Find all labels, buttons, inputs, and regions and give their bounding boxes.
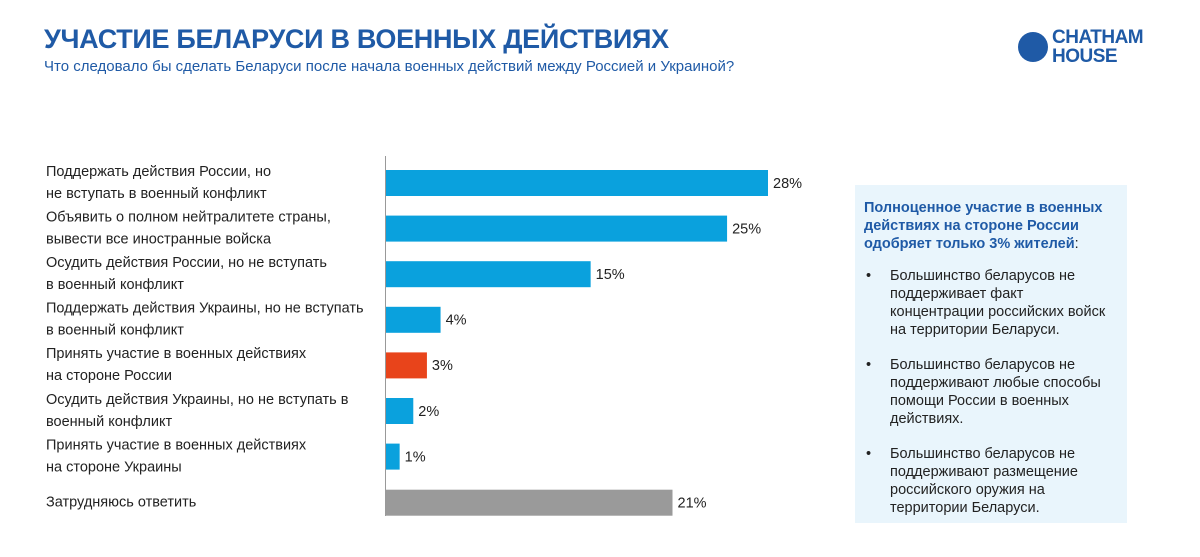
note-title-suffix: :: [1074, 236, 1079, 252]
category-label: на стороне России: [46, 368, 172, 384]
subtitle: Что следовало бы сделать Беларуси после …: [44, 58, 735, 75]
value-label: 3%: [432, 358, 453, 374]
value-label: 28%: [773, 176, 802, 192]
value-label: 15%: [596, 267, 625, 283]
category-label: Осудить действия России, но не вступать: [46, 255, 327, 271]
value-label: 1%: [405, 449, 426, 465]
note-list: Большинство беларусов не поддерживает фа…: [864, 267, 1115, 517]
value-label: 25%: [732, 221, 761, 237]
category-label: Принять участие в военных действиях: [46, 346, 307, 362]
category-label: на стороне Украины: [46, 459, 182, 475]
logo-line: HOUSE: [1052, 46, 1118, 67]
note-title: Полноценное участие в военных действиях …: [864, 199, 1115, 253]
bar: [386, 398, 414, 424]
value-label: 2%: [418, 404, 439, 420]
category-label: вывести все иностранные войска: [46, 231, 272, 247]
category-label: военный конфликт: [46, 414, 172, 430]
category-label: Осудить действия Украины, но не вступать…: [46, 392, 349, 408]
note-bullet: Большинство беларусов не поддерживают лю…: [864, 356, 1115, 428]
value-label: 4%: [446, 313, 467, 329]
note-bullet: Большинство беларусов не поддерживают ра…: [864, 445, 1115, 517]
category-label: Объявить о полном нейтралитете страны,: [46, 209, 331, 225]
bar: [386, 215, 728, 242]
bar: [386, 443, 400, 470]
bar: [386, 306, 441, 333]
note-title-text: Полноценное участие в военных действиях …: [864, 200, 1103, 252]
logo-line: CHATHAM: [1052, 27, 1144, 48]
chart: Поддержать действия России, но не вступат…: [46, 156, 802, 516]
bar: [386, 352, 427, 379]
bar: [386, 170, 768, 196]
bar: [386, 261, 591, 288]
category-label: в военный конфликт: [46, 277, 184, 293]
bar: [386, 489, 673, 516]
category-label: не вступать в военный конфликт: [46, 186, 267, 202]
note-bullet: Большинство беларусов не поддерживает фа…: [864, 267, 1115, 339]
category-label: Принять участие в военных действиях: [46, 437, 307, 453]
category-label: Поддержать действия России, но: [46, 164, 271, 180]
category-label: Затрудняюсь ответить: [46, 495, 196, 511]
logo-text: CHATHAM HOUSE: [1052, 27, 1144, 67]
logo: CHATHAM HOUSE: [1018, 27, 1144, 67]
title: УЧАСТИЕ БЕЛАРУСИ В ВОЕННЫХ ДЕЙСТВИЯХ: [44, 24, 669, 54]
logo-globe: [1018, 32, 1048, 62]
value-label: 21%: [678, 496, 707, 512]
category-label: Поддержать действия Украины, но не вступ…: [46, 301, 364, 317]
category-label: в военный конфликт: [46, 323, 184, 339]
note-box: Полноценное участие в военных действиях …: [855, 185, 1127, 523]
